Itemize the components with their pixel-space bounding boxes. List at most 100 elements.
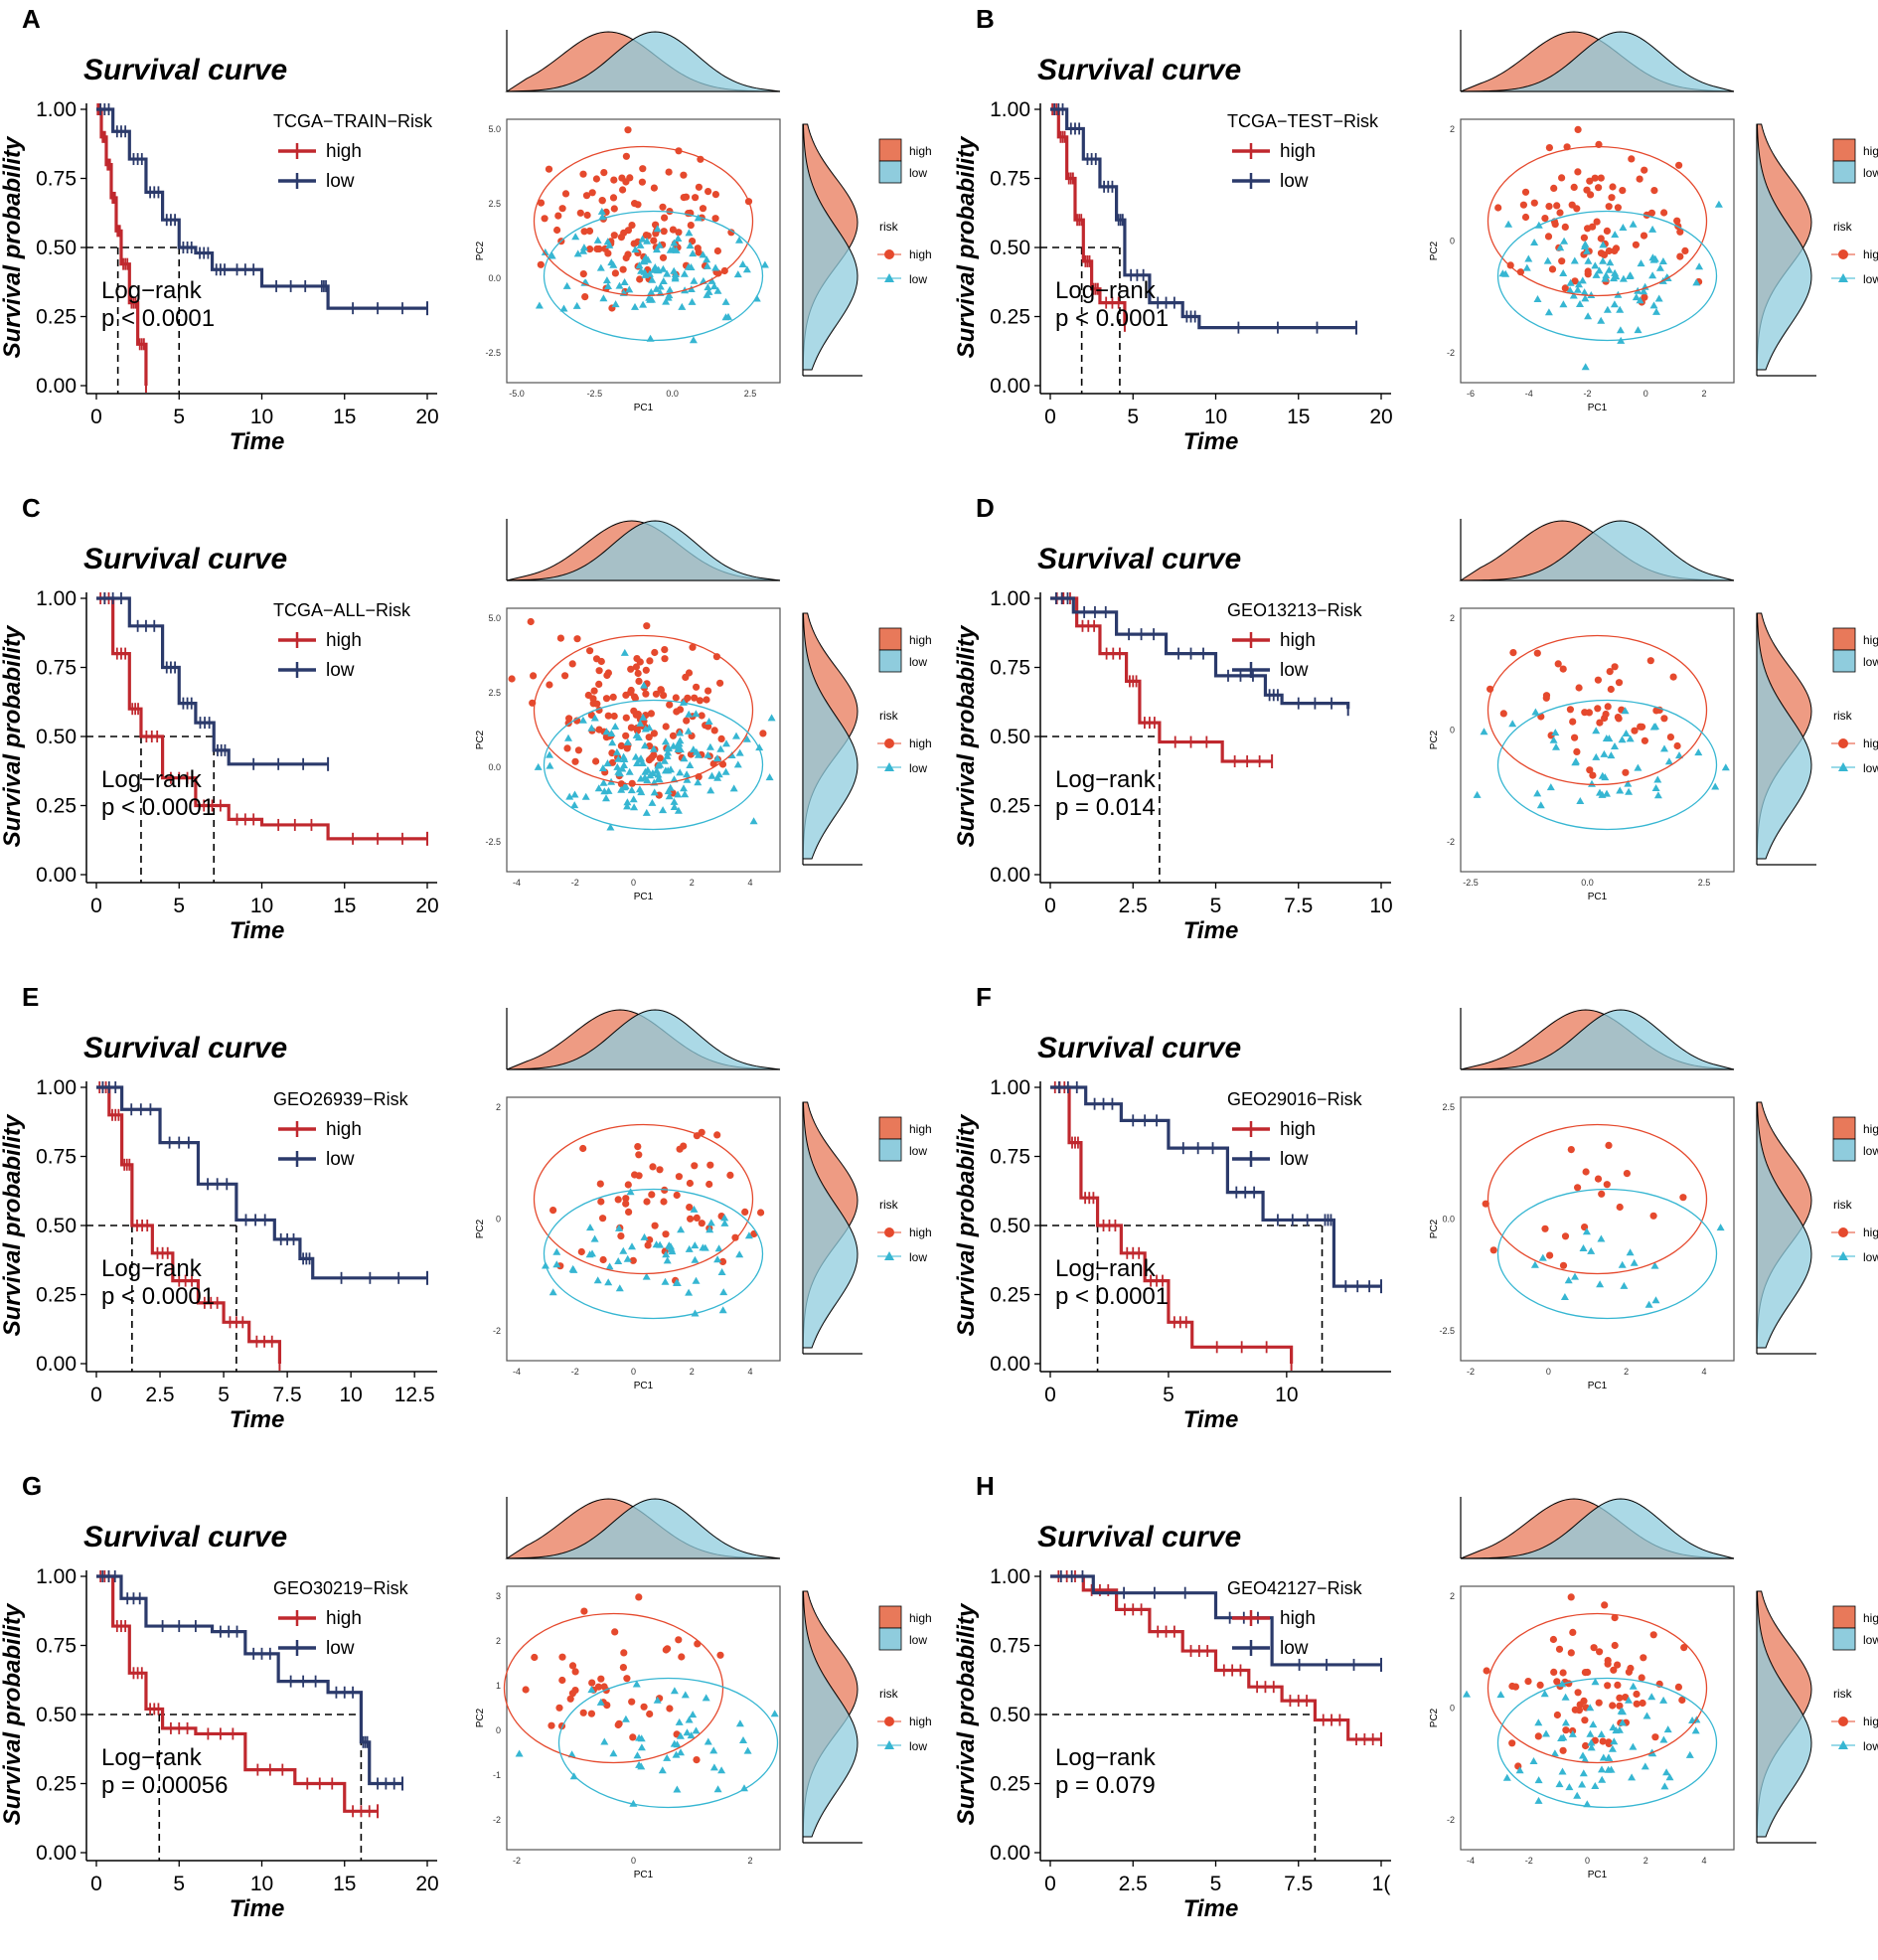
pca-point-low xyxy=(559,304,568,312)
pca-point-low xyxy=(1634,763,1643,771)
right-density-low xyxy=(1756,612,1812,860)
pca-point-high xyxy=(1546,1251,1554,1259)
pca-point-high xyxy=(555,1704,563,1712)
pca-point-low xyxy=(612,747,621,755)
pca-point-low xyxy=(1591,261,1600,269)
pca-y-tick-label: 2.5 xyxy=(1442,1102,1455,1112)
pca-point-low xyxy=(1531,708,1540,716)
x-tick-label: 15 xyxy=(1287,406,1310,428)
pca-x-tick-label: 0.0 xyxy=(1581,878,1594,888)
survival-title: Survival curve xyxy=(83,1032,287,1064)
pca-point-high xyxy=(1631,727,1639,735)
logrank-pvalue: p < 0.0001 xyxy=(101,1283,215,1310)
pca-point-low xyxy=(587,1686,596,1694)
pca-point-high xyxy=(644,1241,652,1249)
pca-point-high xyxy=(651,1222,659,1229)
logrank-pvalue: p = 0.014 xyxy=(1055,794,1156,821)
pca-point-high xyxy=(650,184,659,192)
panel-label: A xyxy=(22,4,41,34)
pca-legend-risk-high: high xyxy=(1863,247,1878,261)
pca-point-low xyxy=(676,768,685,776)
pca-point-low xyxy=(739,1736,747,1743)
pca-point-high xyxy=(1574,168,1582,176)
pca-point-high xyxy=(712,653,721,661)
pca-point-high xyxy=(693,683,701,691)
pca-point-high xyxy=(609,693,617,701)
pca-point-low xyxy=(735,1250,744,1258)
pca-point-low xyxy=(1624,779,1633,787)
pca-x-tick-label: -4 xyxy=(513,878,521,888)
pca-x-tick-label: -2 xyxy=(1525,1856,1533,1866)
pca-point-low xyxy=(600,1737,609,1745)
pca-point-high xyxy=(684,694,692,702)
pca-point-high xyxy=(1641,166,1648,174)
pca-point-low xyxy=(1618,735,1627,743)
pca-point-low xyxy=(760,260,769,268)
pca-point-high xyxy=(651,648,659,657)
pca-point-high xyxy=(624,126,632,134)
pca-point-high xyxy=(546,681,553,689)
pca-point-low xyxy=(735,1719,744,1727)
pca-point-low xyxy=(670,797,679,805)
pca-y-axis-title: PC2 xyxy=(1429,730,1440,749)
x-tick-label: 5 xyxy=(173,895,185,917)
pca-point-high xyxy=(634,201,642,209)
pca-point-low xyxy=(1581,294,1590,302)
right-density-low xyxy=(802,1101,859,1349)
pca-point-low xyxy=(709,1746,718,1754)
pca-point-low xyxy=(548,1288,557,1296)
pca-point-low xyxy=(637,1743,646,1751)
x-tick-label: 0 xyxy=(1044,895,1056,917)
pca-legend-title: risk xyxy=(1833,220,1853,234)
pca-point-high xyxy=(650,730,659,737)
pca-point-low xyxy=(570,801,579,809)
pca-point-low xyxy=(636,719,645,727)
pca-point-low xyxy=(1504,220,1513,228)
pca-point-low xyxy=(674,744,683,752)
pca-point-high xyxy=(1604,1657,1612,1665)
pca-point-low xyxy=(677,1225,686,1233)
pca-point-high xyxy=(1594,1175,1603,1183)
pca-point-high xyxy=(731,1233,739,1241)
pca-point-low xyxy=(541,247,549,255)
pca-point-low xyxy=(678,302,687,310)
pca-point-low xyxy=(1721,763,1730,771)
pca-y-tick-label: -2 xyxy=(493,1326,501,1336)
pca-x-tick-label: -4 xyxy=(513,1367,521,1377)
pca-point-low xyxy=(712,754,721,762)
y-tick-label: 1.00 xyxy=(36,98,77,121)
pca-point-high xyxy=(619,186,627,194)
pca-point-high xyxy=(1575,684,1583,692)
panel-label: H xyxy=(976,1471,995,1501)
right-density-low xyxy=(1756,123,1812,371)
pca-y-tick-label: 1 xyxy=(496,1681,501,1691)
pca-point-high xyxy=(558,1653,566,1661)
pca-point-low xyxy=(590,1234,599,1242)
pca-point-low xyxy=(1599,241,1608,248)
pca-point-low xyxy=(1641,1762,1649,1770)
pca-x-tick-label: 4 xyxy=(1701,1856,1706,1866)
pca-point-low xyxy=(1592,727,1601,735)
pca-x-tick-label: -4 xyxy=(1525,389,1533,399)
x-tick-label: 0 xyxy=(90,406,102,428)
pca-point-low xyxy=(623,737,632,745)
pca-point-low xyxy=(1648,225,1657,233)
pca-y-tick-label: 3 xyxy=(496,1591,501,1601)
pca-point-high xyxy=(675,229,683,237)
pca-point-low xyxy=(655,241,664,248)
pca-point-low xyxy=(615,1284,624,1292)
pca-point-low xyxy=(674,790,683,798)
pca-point-low xyxy=(1619,1708,1627,1715)
y-axis-title: Survival probability xyxy=(0,135,26,358)
pca-point-low xyxy=(704,283,712,291)
pca-point-high xyxy=(583,211,591,220)
pca-legend-risk-low: low xyxy=(1863,1739,1878,1753)
pca-legend-title: risk xyxy=(879,1198,899,1212)
y-tick-label: 0.25 xyxy=(990,306,1030,329)
pca-point-low xyxy=(1569,291,1578,299)
pca-x-tick-label: 0 xyxy=(631,1856,636,1866)
pca-legend-swatch-low xyxy=(1832,1138,1856,1162)
pca-point-high xyxy=(573,635,581,643)
pca-point-high xyxy=(1623,1170,1631,1178)
pca-legend-label-low: low xyxy=(909,1144,927,1158)
